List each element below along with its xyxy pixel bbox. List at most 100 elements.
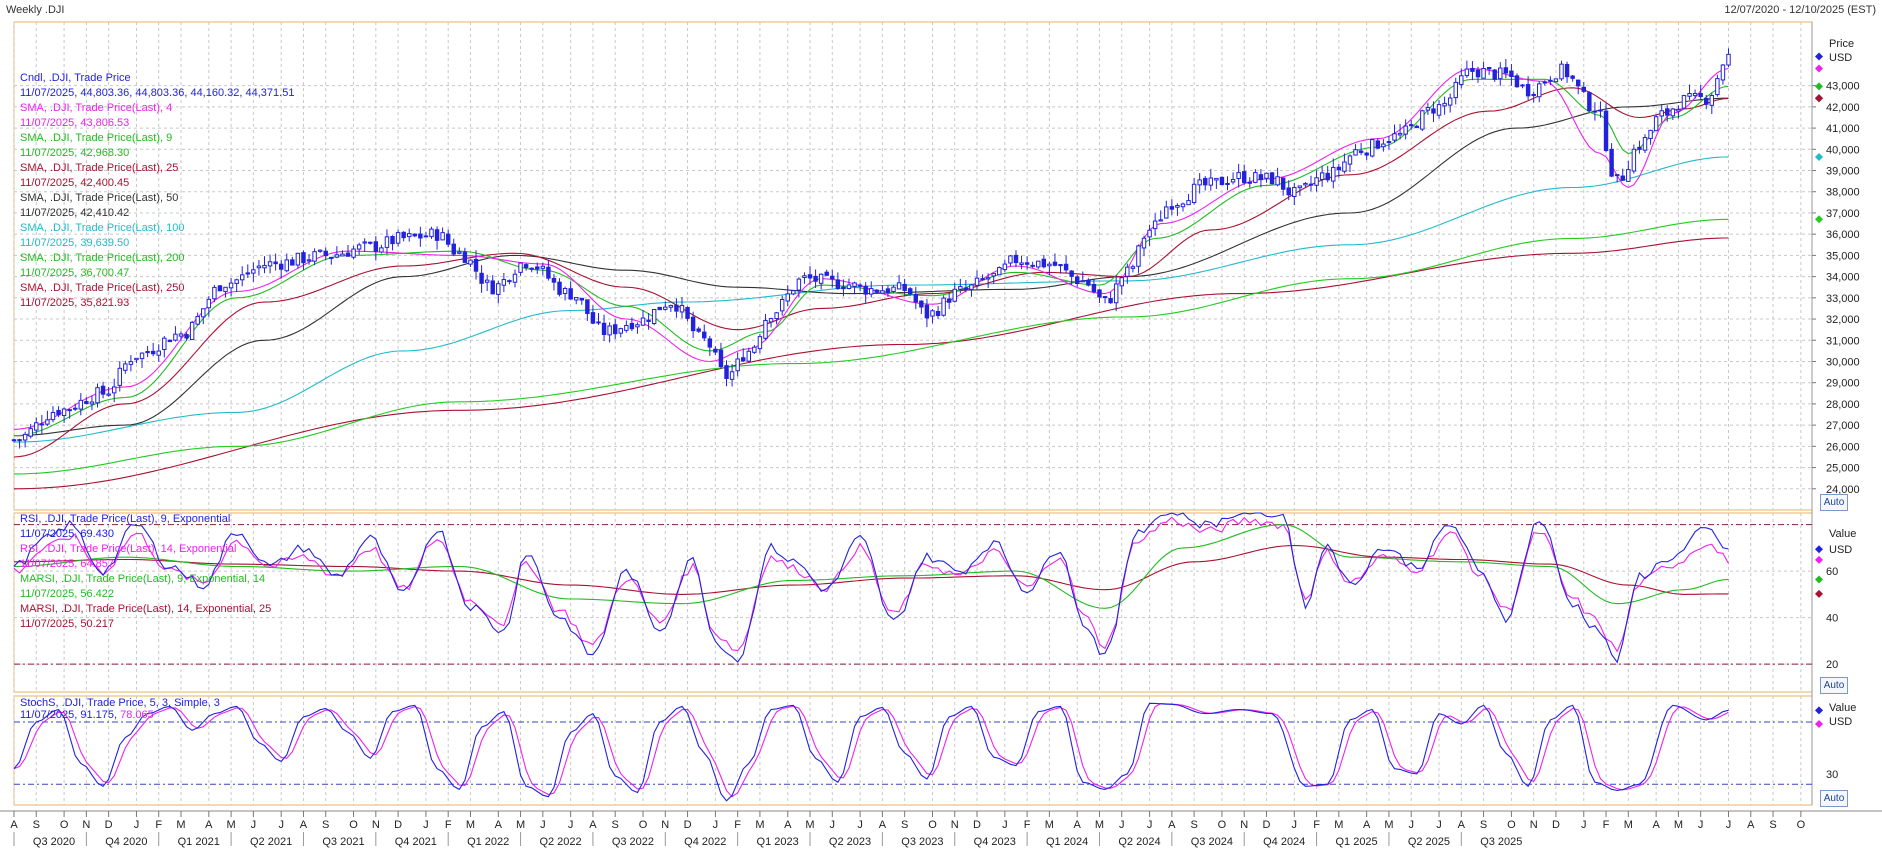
- candle-body: [997, 267, 1002, 276]
- legend-label: Cndl, .DJI, Trade Price: [20, 72, 131, 84]
- candle-body: [173, 333, 178, 341]
- month-label: M: [1384, 819, 1393, 831]
- quarter-label: Q2 2024: [1118, 836, 1160, 848]
- month-label: A: [784, 819, 792, 831]
- stoch-legend: StochS, .DJI, Trade Price, 5, 3, Simple,…: [20, 697, 220, 721]
- month-label: J: [423, 819, 429, 831]
- candle-body: [11, 439, 17, 442]
- legend-value: 11/07/2025, 42,410.42: [20, 207, 130, 219]
- month-label: J: [1147, 819, 1153, 831]
- month-label: D: [1552, 819, 1560, 831]
- candle-body: [1559, 63, 1564, 80]
- candle-body: [852, 282, 857, 287]
- candle-body: [941, 297, 946, 316]
- stoch-auto-button[interactable]: Auto: [1820, 790, 1848, 807]
- month-label: M: [1624, 819, 1633, 831]
- price-tick-label: 41,000: [1826, 123, 1860, 135]
- candle-body: [830, 275, 835, 280]
- price-auto-button[interactable]: Auto: [1820, 494, 1848, 511]
- candle-body: [1319, 172, 1325, 180]
- candle-body: [1186, 200, 1191, 206]
- candle-body: [1147, 229, 1152, 238]
- candle-body: [779, 298, 785, 312]
- candle-body: [740, 357, 746, 362]
- legend-label: SMA, .DJI, Trade Price(Last), 9: [20, 132, 173, 144]
- stoch-panel: [13, 702, 1812, 802]
- candle-body: [1308, 183, 1314, 186]
- candle-body: [45, 419, 50, 425]
- candle-body: [540, 265, 546, 269]
- candle-body: [896, 282, 902, 290]
- month-label: S: [1769, 819, 1776, 831]
- month-label: O: [928, 819, 937, 831]
- month-label: A: [1458, 819, 1466, 831]
- candle-body: [974, 277, 980, 286]
- candle-body: [1091, 283, 1097, 293]
- candle-body: [195, 315, 200, 325]
- candle-body: [100, 385, 106, 395]
- month-label: M: [755, 819, 764, 831]
- candle-body: [317, 249, 323, 252]
- candle-body: [1531, 93, 1536, 96]
- candle-body: [729, 371, 735, 380]
- candle-body: [1225, 182, 1230, 185]
- candle-body: [1704, 97, 1709, 105]
- close-last-marker: [1815, 52, 1823, 61]
- candle-body: [1548, 79, 1553, 82]
- candle-body: [423, 235, 429, 238]
- price-tick-label: 33,000: [1826, 293, 1860, 305]
- stoch-legend-values: 11/07/2025, 91.175, 78.065: [20, 709, 220, 721]
- candle-body: [846, 284, 852, 289]
- candle-body: [1047, 263, 1052, 267]
- candle-body: [178, 333, 184, 337]
- candle-body: [1080, 280, 1086, 283]
- candle-body: [1197, 179, 1202, 186]
- candle-body: [1364, 152, 1369, 156]
- month-label: N: [951, 819, 959, 831]
- candle-body: [512, 273, 518, 283]
- candle-body: [150, 350, 156, 355]
- candle-body: [1520, 84, 1525, 87]
- month-label: J: [1119, 819, 1125, 831]
- candle-body: [1074, 276, 1080, 285]
- candle-body: [345, 252, 351, 257]
- candle-body: [1342, 161, 1347, 172]
- month-label: N: [1530, 819, 1538, 831]
- candle-body: [1136, 245, 1141, 267]
- candle-body: [395, 232, 401, 244]
- month-label: O: [1797, 819, 1806, 831]
- grid: [0, 21, 1882, 812]
- stoch-tick-label: 30: [1826, 769, 1838, 781]
- candle-body: [17, 439, 22, 442]
- candle-body: [184, 334, 189, 339]
- month-label: J: [134, 819, 140, 831]
- candle-body: [223, 286, 228, 293]
- stoch-k-line: [13, 702, 1729, 802]
- month-label: O: [60, 819, 69, 831]
- candle-body: [1653, 116, 1659, 132]
- candle-body: [106, 393, 111, 396]
- candle-body: [290, 259, 295, 266]
- candle-body: [818, 273, 824, 284]
- candle-body: [1353, 149, 1358, 156]
- month-label: F: [1603, 819, 1610, 831]
- candle-body: [1587, 92, 1592, 112]
- candle-body: [1525, 84, 1531, 97]
- candle-body: [362, 241, 367, 244]
- quarter-label: Q4 2020: [105, 836, 147, 848]
- sma25-last-marker: [1815, 94, 1823, 103]
- candle-body: [445, 233, 451, 245]
- candle-body: [1436, 104, 1442, 116]
- candle-body: [251, 269, 256, 274]
- month-label: M: [466, 819, 475, 831]
- candle-body: [1603, 110, 1609, 152]
- date-range: 12/07/2020 - 12/10/2025 (EST): [1724, 4, 1876, 16]
- candle-body: [156, 350, 161, 356]
- candle-body: [1698, 92, 1703, 98]
- candle-body: [256, 265, 262, 269]
- candle-body: [1336, 166, 1342, 171]
- candle-body: [791, 290, 796, 295]
- candle-body: [1169, 206, 1175, 210]
- rsi-auto-button[interactable]: Auto: [1820, 677, 1848, 694]
